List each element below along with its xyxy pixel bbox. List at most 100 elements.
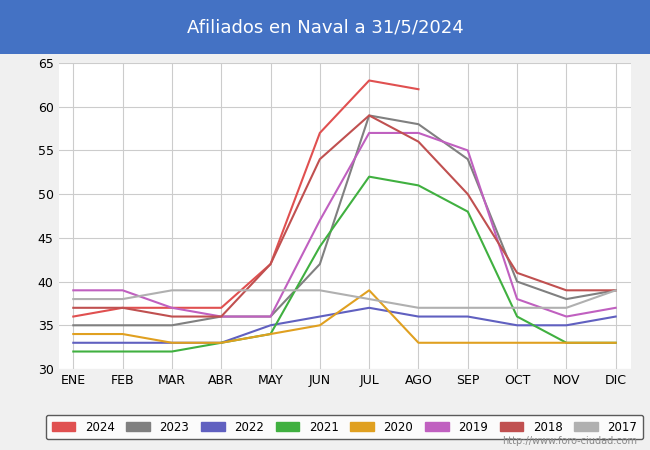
2017: [70, 297, 77, 302]
2022: [365, 305, 373, 310]
2023: [266, 314, 274, 319]
2021: [70, 349, 77, 354]
2021: [217, 340, 225, 346]
2017: [464, 305, 472, 310]
2018: [316, 157, 324, 162]
2020: [119, 331, 127, 337]
2020: [612, 340, 619, 346]
2022: [415, 314, 422, 319]
2024: [266, 261, 274, 267]
2017: [119, 297, 127, 302]
2017: [217, 288, 225, 293]
2017: [415, 305, 422, 310]
2024: [217, 305, 225, 310]
2018: [168, 314, 176, 319]
2024: [365, 78, 373, 83]
2023: [168, 323, 176, 328]
2018: [514, 270, 521, 275]
2019: [562, 314, 570, 319]
2019: [168, 305, 176, 310]
2023: [464, 157, 472, 162]
2019: [612, 305, 619, 310]
2018: [612, 288, 619, 293]
Line: 2021: 2021: [73, 177, 616, 351]
2021: [119, 349, 127, 354]
2022: [266, 323, 274, 328]
2024: [70, 314, 77, 319]
2018: [415, 139, 422, 144]
2023: [514, 279, 521, 284]
2024: [168, 305, 176, 310]
Line: 2019: 2019: [73, 133, 616, 316]
2022: [612, 314, 619, 319]
2017: [168, 288, 176, 293]
Text: http://www.foro-ciudad.com: http://www.foro-ciudad.com: [502, 436, 637, 446]
Line: 2024: 2024: [73, 81, 419, 316]
2020: [217, 340, 225, 346]
2023: [70, 323, 77, 328]
2018: [562, 288, 570, 293]
2018: [365, 113, 373, 118]
2017: [562, 305, 570, 310]
2021: [316, 244, 324, 249]
2022: [217, 340, 225, 346]
2021: [266, 331, 274, 337]
2019: [316, 218, 324, 223]
Legend: 2024, 2023, 2022, 2021, 2020, 2019, 2018, 2017: 2024, 2023, 2022, 2021, 2020, 2019, 2018…: [46, 415, 644, 440]
2017: [514, 305, 521, 310]
2020: [365, 288, 373, 293]
2021: [168, 349, 176, 354]
2021: [415, 183, 422, 188]
Text: Afiliados en Naval a 31/5/2024: Afiliados en Naval a 31/5/2024: [187, 18, 463, 36]
Line: 2020: 2020: [73, 290, 616, 343]
2019: [266, 314, 274, 319]
2020: [464, 340, 472, 346]
2017: [316, 288, 324, 293]
2021: [562, 340, 570, 346]
2021: [464, 209, 472, 214]
2023: [316, 261, 324, 267]
Line: 2023: 2023: [73, 116, 616, 325]
2019: [415, 130, 422, 135]
2020: [562, 340, 570, 346]
2022: [562, 323, 570, 328]
2024: [415, 86, 422, 92]
2021: [514, 314, 521, 319]
2020: [514, 340, 521, 346]
2023: [562, 297, 570, 302]
2019: [119, 288, 127, 293]
2020: [70, 331, 77, 337]
2022: [514, 323, 521, 328]
2021: [365, 174, 373, 180]
2018: [70, 305, 77, 310]
2017: [365, 297, 373, 302]
2018: [266, 261, 274, 267]
2022: [316, 314, 324, 319]
2021: [612, 340, 619, 346]
2024: [316, 130, 324, 135]
2022: [119, 340, 127, 346]
2023: [415, 122, 422, 127]
2019: [217, 314, 225, 319]
2024: [119, 305, 127, 310]
2018: [464, 191, 472, 197]
Line: 2018: 2018: [73, 116, 616, 316]
2019: [514, 297, 521, 302]
2022: [168, 340, 176, 346]
2018: [119, 305, 127, 310]
2020: [266, 331, 274, 337]
2018: [217, 314, 225, 319]
Line: 2022: 2022: [73, 308, 616, 343]
2023: [119, 323, 127, 328]
2022: [70, 340, 77, 346]
2020: [316, 323, 324, 328]
2019: [70, 288, 77, 293]
2023: [217, 314, 225, 319]
2017: [612, 288, 619, 293]
2019: [365, 130, 373, 135]
2022: [464, 314, 472, 319]
2020: [168, 340, 176, 346]
Line: 2017: 2017: [73, 290, 616, 308]
2023: [612, 288, 619, 293]
2020: [415, 340, 422, 346]
